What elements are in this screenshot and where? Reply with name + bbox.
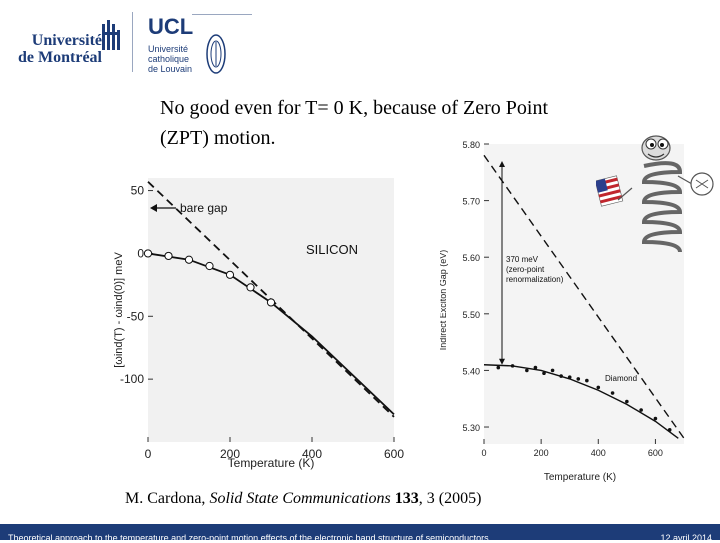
- title-line-2: (ZPT) motion.: [160, 127, 276, 149]
- y-tick-label: 50: [131, 184, 145, 198]
- y-tick-label: 5.40: [462, 366, 480, 376]
- us-flag-icon: [596, 175, 633, 207]
- arrow-head: [150, 204, 157, 212]
- silicon-gap-chart: 0 200 400 600 50 0 -50 -100 Temperature (K) [ωi…: [113, 178, 404, 470]
- data-point: [542, 371, 546, 376]
- x-tick-label: 400: [302, 447, 322, 461]
- data-point: [164, 251, 173, 261]
- slide-title: No good even for T= 0 K, because of Zero…: [160, 93, 680, 153]
- citation-journal: Solid State Communications: [209, 490, 391, 507]
- annotation-bare-gap: bare gap: [180, 201, 228, 215]
- plot-background: [148, 178, 394, 442]
- y-tick-label: 5.80: [462, 140, 480, 150]
- y-tick-label: 5.50: [462, 310, 480, 320]
- mascot-face-icon: [641, 135, 671, 161]
- dashed-line: [483, 154, 685, 439]
- y-tick-label: -100: [120, 372, 144, 386]
- udem-logo-text: Université de Montréal: [18, 32, 102, 66]
- data-point: [667, 428, 672, 432]
- data-point: [596, 385, 601, 390]
- data-point: [567, 375, 572, 380]
- ucl-rule: [192, 14, 252, 15]
- citation: M. Cardona, Solid State Communications 1…: [125, 490, 481, 508]
- data-point: [585, 378, 589, 383]
- footer-bar: Theoretical approach to the temperature …: [0, 524, 720, 543]
- x-tick-label: 0: [145, 447, 152, 461]
- x-axis-label: Temperature (K): [544, 472, 616, 483]
- ucl-logo-title: UCL: [148, 14, 194, 39]
- footer-text: Theoretical approach to the temperature …: [8, 533, 489, 543]
- data-point: [639, 408, 643, 412]
- citation-volume: 133: [390, 490, 419, 507]
- y-axis-label: Indirect Exciton Gap (eV): [440, 250, 448, 351]
- citation-author: M. Cardona,: [125, 490, 210, 507]
- ucl-logo-subtitle: Université catholique de Louvain: [148, 44, 193, 74]
- y-tick-label: 5.30: [462, 423, 480, 433]
- data-point: [143, 249, 153, 258]
- x-tick-label: 400: [591, 448, 606, 458]
- x-tick-label: 0: [481, 448, 486, 458]
- arrow-head-bottom: [499, 358, 505, 365]
- ucl-logo: UCL Université catholique de Louvain: [142, 10, 252, 76]
- citation-rest: , 3 (2005): [418, 490, 482, 507]
- udem-emblem-icon: [102, 20, 120, 50]
- x-axis-label: Temperature (K): [228, 456, 315, 470]
- data-point: [625, 399, 629, 404]
- y-tick-label: -50: [127, 309, 145, 323]
- sign-icon: [677, 172, 714, 196]
- arrow-head-top: [499, 160, 505, 167]
- data-point: [576, 377, 581, 381]
- data-point: [266, 298, 276, 307]
- universite-de-montreal-logo: Université de Montréal: [14, 18, 120, 66]
- data-point: [610, 391, 615, 395]
- y-tick-label: 0: [137, 246, 144, 260]
- spring-mascot-illustration: [596, 135, 714, 253]
- x-tick-label: 600: [384, 447, 404, 461]
- data-point: [525, 368, 529, 373]
- data-point: [225, 270, 235, 279]
- data-point: [510, 364, 515, 368]
- y-axis-label: [ωind(T) - ωind(0)] meV: [113, 252, 125, 368]
- data-point: [496, 365, 501, 370]
- x-tick-label: 200: [534, 448, 549, 458]
- data-point: [559, 374, 563, 378]
- data-point: [246, 283, 255, 292]
- y-tick-label: 5.70: [462, 197, 480, 207]
- x-tick-label: 200: [220, 447, 240, 461]
- y-tick-label: 5.60: [462, 253, 480, 263]
- ucl-seal-icon: [206, 34, 226, 74]
- title-line-1: No good even for T= 0 K, because of Zero…: [160, 97, 549, 119]
- data-point: [550, 368, 555, 373]
- data-point: [205, 261, 214, 271]
- data-point: [533, 365, 538, 370]
- logo-separator: [132, 12, 133, 72]
- data-point: [184, 255, 194, 264]
- data-point: [653, 416, 658, 421]
- fit-line: [483, 364, 679, 439]
- spring-body-icon: [641, 161, 683, 253]
- annotation-zero-point: 370 meV (zero-point renormalization): [506, 255, 564, 284]
- footer-date: 12 avril 2014: [660, 533, 712, 543]
- annotation-diamond: Diamond: [605, 374, 637, 383]
- x-tick-label: 600: [648, 448, 663, 458]
- annotation-silicon: SILICON: [306, 242, 358, 257]
